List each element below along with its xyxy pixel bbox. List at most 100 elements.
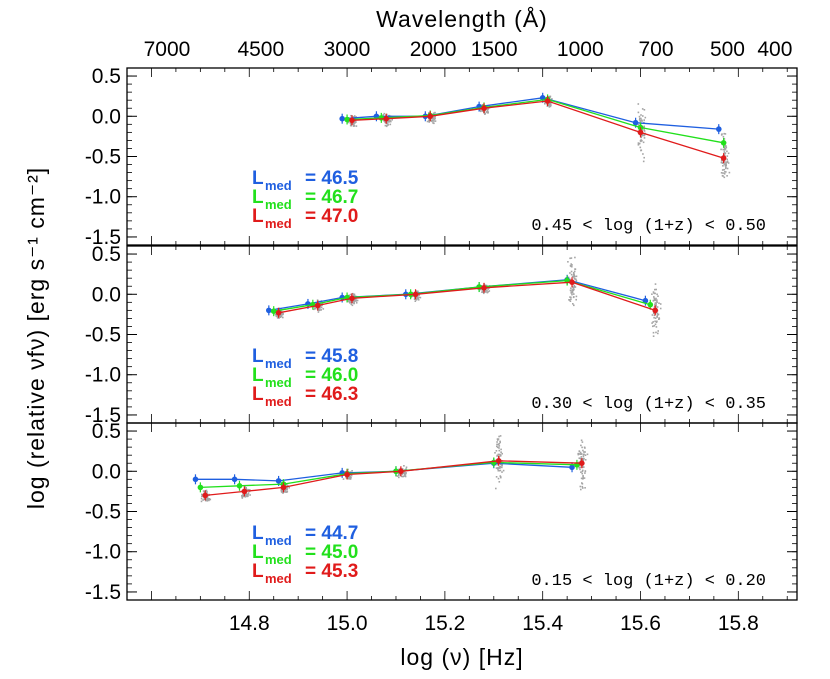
scatter-point <box>723 163 725 165</box>
scatter-point <box>641 134 644 137</box>
scatter-point <box>244 496 247 498</box>
scatter-point <box>433 120 435 122</box>
scatter-point <box>655 331 657 334</box>
scatter-point <box>581 441 584 443</box>
scatter-point <box>570 257 573 259</box>
scatter-point <box>485 291 487 293</box>
scatter-point <box>584 472 586 474</box>
scatter-point <box>659 307 662 310</box>
top-tick-label: 400 <box>757 38 792 61</box>
scatter-point <box>386 113 388 116</box>
scatter-point <box>582 477 584 480</box>
scatter-point <box>657 332 659 335</box>
scatter-point <box>580 439 583 442</box>
scatter-point <box>244 494 247 496</box>
scatter-point <box>575 279 578 282</box>
data-point <box>314 302 321 309</box>
scatter-point <box>653 325 656 327</box>
scatter-point <box>544 103 546 105</box>
scatter-point <box>657 295 659 297</box>
scatter-point <box>726 175 728 177</box>
scatter-point <box>651 293 653 295</box>
scatter-point <box>654 303 656 306</box>
scatter-point <box>415 299 418 301</box>
scatter-point <box>205 489 208 492</box>
scatter-point <box>498 435 500 438</box>
scatter-point <box>573 270 576 273</box>
scatter-point <box>570 287 572 289</box>
scatter-point <box>249 494 251 496</box>
scatter-point <box>656 316 658 318</box>
scatter-point <box>501 471 503 473</box>
scatter-point <box>651 314 654 316</box>
scatter-point <box>417 290 419 293</box>
scatter-point <box>353 302 355 304</box>
scatter-point <box>652 331 655 334</box>
data-point <box>383 115 390 122</box>
scatter-point <box>640 140 642 143</box>
data-point <box>412 291 419 298</box>
series-line-red <box>205 460 582 497</box>
scatter-point <box>582 455 585 458</box>
scatter-point <box>486 289 488 292</box>
scatter-point <box>724 133 727 135</box>
scatter-point <box>657 330 659 332</box>
scatter-point <box>579 485 582 488</box>
scatter-point <box>581 457 584 460</box>
scatter-point <box>580 488 582 491</box>
scatter-point <box>722 175 724 177</box>
scatter-point <box>656 293 658 296</box>
scatter-point <box>724 171 726 173</box>
scatter-point <box>654 317 657 319</box>
scatter-point <box>352 122 355 124</box>
scatter-point <box>496 441 498 443</box>
scatter-point <box>382 119 385 122</box>
scatter-point <box>283 491 286 493</box>
scatter-point <box>574 278 576 280</box>
scatter-point <box>723 176 726 179</box>
scatter-point <box>725 166 727 168</box>
data-point <box>197 484 204 491</box>
scatter-point <box>640 119 643 121</box>
scatter-point <box>725 162 727 164</box>
scatter-point <box>386 122 389 125</box>
scatter-point <box>570 270 573 273</box>
scatter-point <box>639 146 642 149</box>
y-tick-label: 0.0 <box>92 105 121 128</box>
legend-symbol: L <box>252 561 264 582</box>
y-tick-label: 0.5 <box>92 243 121 266</box>
scatter-point <box>638 143 640 145</box>
scatter-point <box>580 477 583 480</box>
scatter-point <box>570 273 573 276</box>
x-axis-ticks: 14.8 15.0 15.2 15.4 15.6 15.8 <box>229 612 759 635</box>
scatter-point <box>494 452 496 454</box>
scatter-point <box>580 453 583 455</box>
scatter-point <box>281 313 283 316</box>
scatter-point <box>345 477 348 479</box>
scatter-point <box>723 132 725 135</box>
scatter-point <box>349 302 351 304</box>
scatter-point <box>637 111 640 114</box>
scatter-point <box>207 498 209 500</box>
scatter-point <box>496 445 498 448</box>
scatter-point <box>274 313 277 316</box>
scatter-point <box>548 106 551 108</box>
scatter-point <box>501 452 503 455</box>
scatter-point <box>319 309 321 311</box>
y-tick-label: -0.5 <box>85 146 121 169</box>
scatter-point <box>404 475 407 478</box>
scatter-point <box>656 299 658 301</box>
scatter-point <box>500 454 502 457</box>
scatter-point <box>574 256 576 259</box>
scatter-point <box>348 294 350 297</box>
scatter-point <box>726 158 728 161</box>
scatter-point <box>414 300 417 302</box>
scatter-point <box>479 108 482 111</box>
scatter-point <box>572 296 575 299</box>
scatter-point <box>354 121 356 124</box>
scatter-point <box>497 453 500 456</box>
scatter-point <box>726 150 728 153</box>
scatter-point <box>571 275 574 278</box>
scatter-point <box>656 320 658 323</box>
